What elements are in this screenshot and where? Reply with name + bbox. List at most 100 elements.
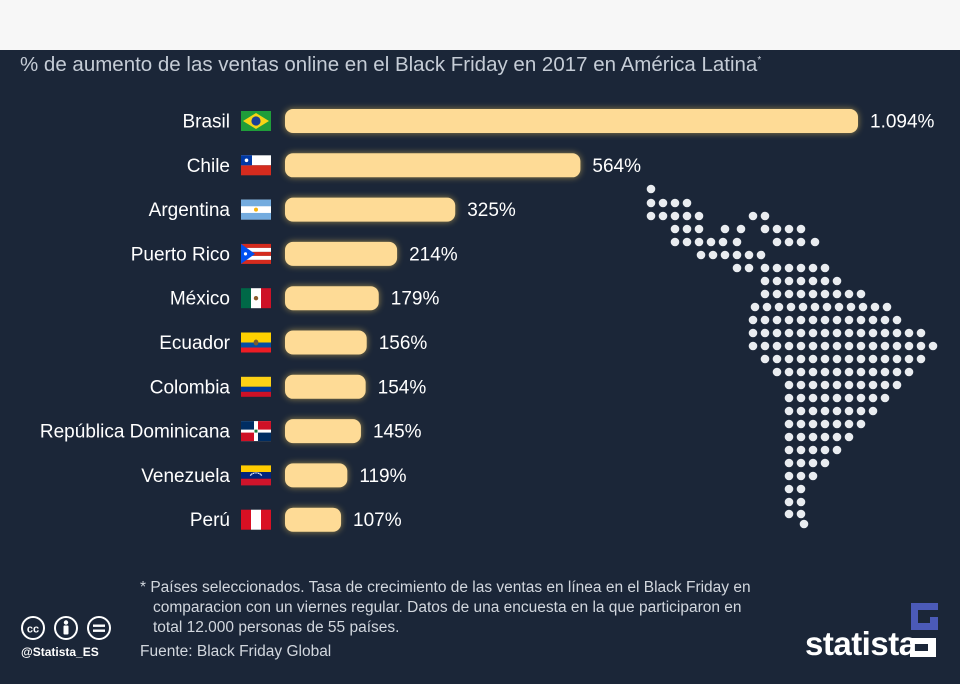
map-dot — [844, 328, 854, 338]
map-dot — [856, 341, 866, 351]
category-label: Puerto Rico — [131, 244, 230, 265]
map-dot — [796, 393, 806, 403]
ecuador-flag — [241, 332, 271, 353]
map-dot — [808, 315, 818, 325]
map-dot — [844, 354, 854, 364]
map-dot — [796, 224, 806, 234]
map-dot — [808, 406, 818, 416]
map-dot — [760, 341, 770, 351]
map-dot — [904, 328, 914, 338]
map-dot — [784, 367, 794, 377]
map-dot — [760, 211, 770, 221]
map-dot — [808, 276, 818, 286]
map-dot — [880, 380, 890, 390]
bar — [285, 197, 456, 222]
map-dot — [658, 211, 668, 221]
map-dot — [748, 315, 758, 325]
map-dot — [834, 302, 844, 312]
map-dot — [760, 328, 770, 338]
map-dot — [736, 224, 746, 234]
bar-row: República Dominicana 145% — [40, 419, 422, 444]
brand-logo[interactable]: statista — [805, 625, 917, 662]
map-dot — [784, 328, 794, 338]
map-dot — [772, 263, 782, 273]
map-dot — [832, 315, 842, 325]
map-dot — [832, 289, 842, 299]
value-label: 325% — [467, 200, 516, 221]
map-dot — [808, 432, 818, 442]
map-dot — [796, 263, 806, 273]
bar-row: Puerto Rico 214% — [131, 241, 458, 266]
map-dot — [916, 354, 926, 364]
map-dot — [796, 497, 806, 507]
map-dot — [708, 250, 718, 260]
bar-row: Perú 107% — [190, 507, 402, 532]
map-dot — [858, 302, 868, 312]
subtitle-footnote-mark: * — [757, 55, 762, 66]
map-dot — [832, 380, 842, 390]
map-dot — [880, 393, 890, 403]
map-dot — [868, 341, 878, 351]
map-dot — [720, 250, 730, 260]
map-dot — [796, 367, 806, 377]
map-dot — [796, 315, 806, 325]
map-dot — [796, 419, 806, 429]
map-dot — [696, 250, 706, 260]
map-dot — [880, 328, 890, 338]
map-dot — [880, 354, 890, 364]
by-icon[interactable] — [54, 616, 78, 640]
map-dot — [820, 432, 830, 442]
map-dot — [808, 458, 818, 468]
bar-row: Brasil 1.094% — [182, 109, 935, 133]
bar — [285, 241, 398, 266]
map-dot — [844, 380, 854, 390]
map-dot — [868, 393, 878, 403]
map-dot — [832, 432, 842, 442]
map-dot — [694, 237, 704, 247]
bar-row: Venezuela 119% — [141, 463, 407, 488]
map-dot — [832, 354, 842, 364]
map-dot — [822, 302, 832, 312]
map-dot — [772, 237, 782, 247]
map-dot — [646, 198, 656, 208]
map-dot — [832, 419, 842, 429]
category-label: Brasil — [182, 112, 230, 133]
map-dot — [784, 237, 794, 247]
footnote-line-2: comparacion con un viernes regular. Dato… — [153, 599, 742, 616]
map-dot — [856, 367, 866, 377]
map-dot — [904, 367, 914, 377]
map-dot — [856, 406, 866, 416]
map-dot — [832, 341, 842, 351]
map-dot — [868, 406, 878, 416]
cc-icon[interactable]: cc — [21, 616, 45, 640]
map-dot — [772, 315, 782, 325]
map-dot — [880, 367, 890, 377]
map-dot — [820, 406, 830, 416]
map-dot — [808, 419, 818, 429]
map-dot — [784, 380, 794, 390]
map-dot — [808, 471, 818, 481]
map-dot — [808, 263, 818, 273]
map-dot — [646, 211, 656, 221]
map-dot — [750, 302, 760, 312]
map-dot — [892, 341, 902, 351]
map-dot — [820, 263, 830, 273]
equals-icon[interactable] — [87, 616, 111, 640]
map-dot — [820, 341, 830, 351]
map-dot — [868, 328, 878, 338]
social-handle[interactable]: @Statista_ES — [21, 645, 99, 659]
license-icons[interactable]: cc — [20, 615, 120, 643]
map-dot — [846, 302, 856, 312]
map-dot — [820, 380, 830, 390]
map-dot — [856, 393, 866, 403]
bar-row: México 179% — [170, 286, 439, 311]
value-label: 214% — [409, 244, 458, 265]
bar-row: Ecuador 156% — [159, 330, 427, 355]
map-dot — [832, 393, 842, 403]
map-dot — [784, 458, 794, 468]
top-whitespace — [0, 0, 960, 50]
map-dot — [772, 276, 782, 286]
map-dot — [682, 224, 692, 234]
